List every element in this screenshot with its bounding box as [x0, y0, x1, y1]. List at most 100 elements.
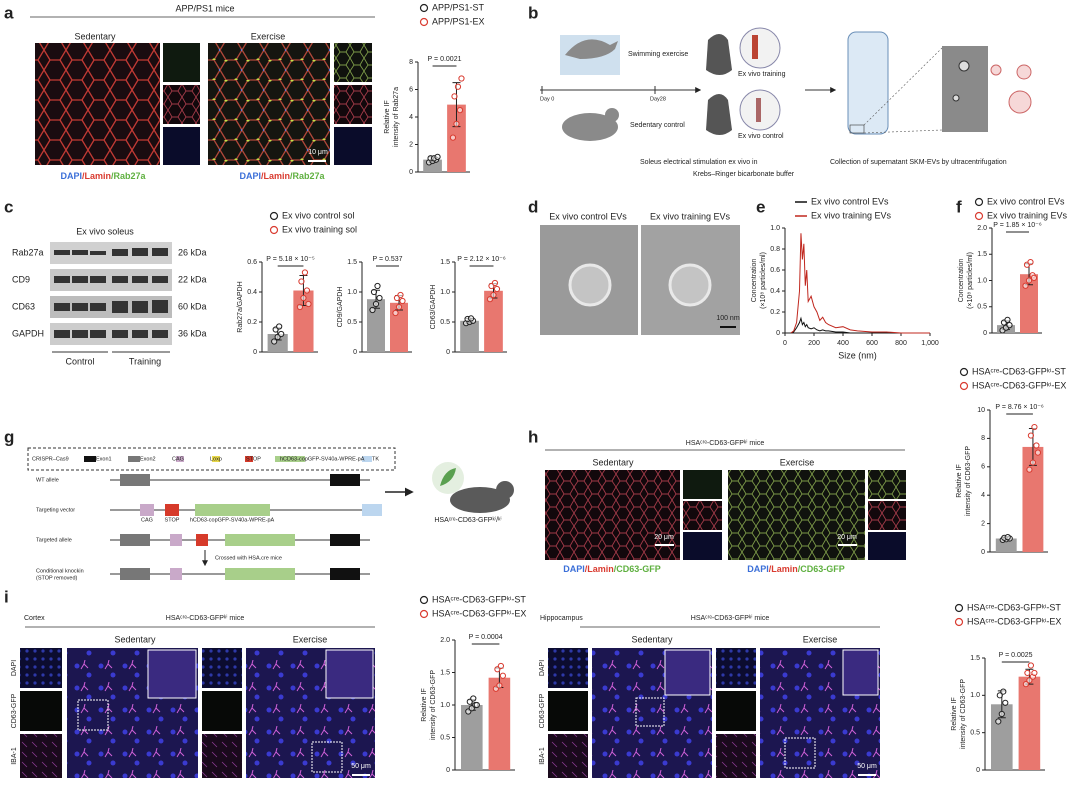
channel-label: IBA-1 [11, 747, 18, 765]
label: 22 kDa [178, 274, 207, 284]
channel-label: IBA-1 [539, 747, 546, 765]
label: Ex vivo soleus [76, 226, 134, 236]
legend-label: hCD63-copGFP-SV40a-WPRE-pA [280, 456, 365, 462]
micrographs-h [545, 449, 906, 560]
label: Exercise [803, 634, 838, 644]
y-tick-label: 1.0 [440, 289, 450, 296]
legend-label: HSAᶜʳᵉ-CD63-GFPᵏⁱ-EX [432, 608, 526, 618]
p-value: P = 0.0021 [428, 56, 462, 63]
stain: /Rab27a [290, 171, 326, 181]
stain: DAPI [60, 171, 82, 181]
y-tick-label: 2.0 [977, 225, 987, 232]
line [790, 316, 930, 334]
y-tick-label: 0.2 [770, 309, 780, 316]
y-tick-label: 6 [981, 464, 985, 471]
label: Training [129, 356, 161, 366]
data-point [1034, 449, 1042, 456]
data-point [496, 682, 503, 689]
label: Krebs–Ringer bicarbonate buffer [693, 171, 795, 178]
y-tick-label: 0 [976, 767, 980, 774]
legend-marker [974, 197, 984, 207]
y-tick-label: 1.5 [970, 655, 980, 662]
data-point [1026, 466, 1033, 473]
label: (STOP removed) [36, 575, 78, 581]
legend-label: Ex vivo control sol [282, 210, 355, 220]
data-point [490, 291, 497, 299]
data-point [303, 287, 311, 294]
label: Swimming exercise [628, 51, 688, 58]
y-tick-label: 1.5 [440, 259, 450, 266]
legend-label: HSAᶜʳᵉ-CD63-GFPᵏⁱ-ST [972, 366, 1066, 376]
stain: /Lamin [261, 171, 290, 181]
legend-marker [959, 367, 969, 377]
bar [484, 290, 503, 352]
y-tick-label: 0.5 [970, 730, 980, 737]
data-point [995, 718, 1002, 725]
western-blot [50, 242, 172, 353]
y-axis-label: Concentration [958, 259, 965, 303]
label: b [528, 3, 538, 22]
data-point [369, 306, 376, 314]
data-point [1004, 316, 1011, 323]
label: Hippocampus [540, 615, 583, 622]
legend-label: Ex vivo control EVs [987, 196, 1065, 206]
y-tick-label: 4 [981, 492, 985, 499]
data-point [376, 294, 383, 302]
data-point [473, 701, 480, 709]
data-point [1022, 681, 1030, 688]
y-axis-label: CD63/GAPDH [430, 285, 437, 330]
channel-label: DAPI [11, 660, 18, 676]
bar [460, 320, 479, 352]
data-point [470, 695, 477, 702]
legend-marker [954, 603, 964, 613]
legend-marker [959, 381, 969, 391]
label: hCD63-copGFP-SV40a-WPRE-pA [190, 517, 275, 523]
data-point [497, 662, 504, 670]
data-point [276, 323, 283, 330]
label: 100 nm [716, 315, 740, 322]
y-axis-label: intensity of CD63-GFP [960, 679, 967, 749]
y-tick-label: 0.4 [247, 289, 257, 296]
stain-label: DAPI/Lamin/Rab27a [239, 171, 325, 181]
label: f [956, 197, 962, 216]
stain: /Lamin [82, 171, 111, 181]
legend-label: HSAᶜʳᵉ-CD63-GFPᵏⁱ-EX [967, 616, 1061, 626]
p-value: P = 0.537 [372, 256, 402, 263]
micrographs-i [20, 626, 880, 778]
label: CD9 [12, 274, 30, 284]
y-axis-label: Relative IF [951, 697, 958, 730]
legend-label: Exon1 [96, 456, 112, 462]
y-axis-label: Relative IF [956, 464, 963, 497]
legend-label: Exon2 [140, 456, 156, 462]
label: Ex vivo training EVs [650, 211, 731, 221]
data-point [372, 300, 380, 308]
legend-marker [269, 225, 279, 235]
y-tick-label: 0.6 [247, 259, 257, 266]
label: h [528, 427, 538, 446]
data-point [1002, 699, 1009, 706]
legend-label: Ex vivo control EVs [811, 196, 889, 206]
y-tick-label: 0.8 [770, 246, 780, 253]
label: Exercise [251, 31, 286, 41]
y-tick-label: 0 [446, 349, 450, 356]
label: Day 0 [540, 96, 554, 102]
data-point [453, 120, 460, 127]
y-tick-label: 6 [409, 86, 413, 93]
label: Sedentary [631, 634, 673, 644]
label: Sedentary control [630, 122, 685, 129]
y-tick-label: 0 [776, 330, 780, 337]
construct-schematic [27, 447, 514, 580]
data-point [486, 296, 494, 303]
y-tick-label: 8 [981, 435, 985, 442]
label: Control [65, 356, 94, 366]
label: Exercise [293, 634, 328, 644]
data-point [1027, 259, 1034, 266]
data-point [1004, 533, 1011, 541]
label: d [528, 197, 538, 216]
data-point [278, 330, 285, 338]
data-point [399, 297, 406, 305]
label: 20 μm [837, 534, 857, 541]
label: e [756, 197, 765, 216]
label: HSAᶜʳᵉ-CD63-GFPᵏⁱ/ᵏⁱ [434, 516, 501, 524]
